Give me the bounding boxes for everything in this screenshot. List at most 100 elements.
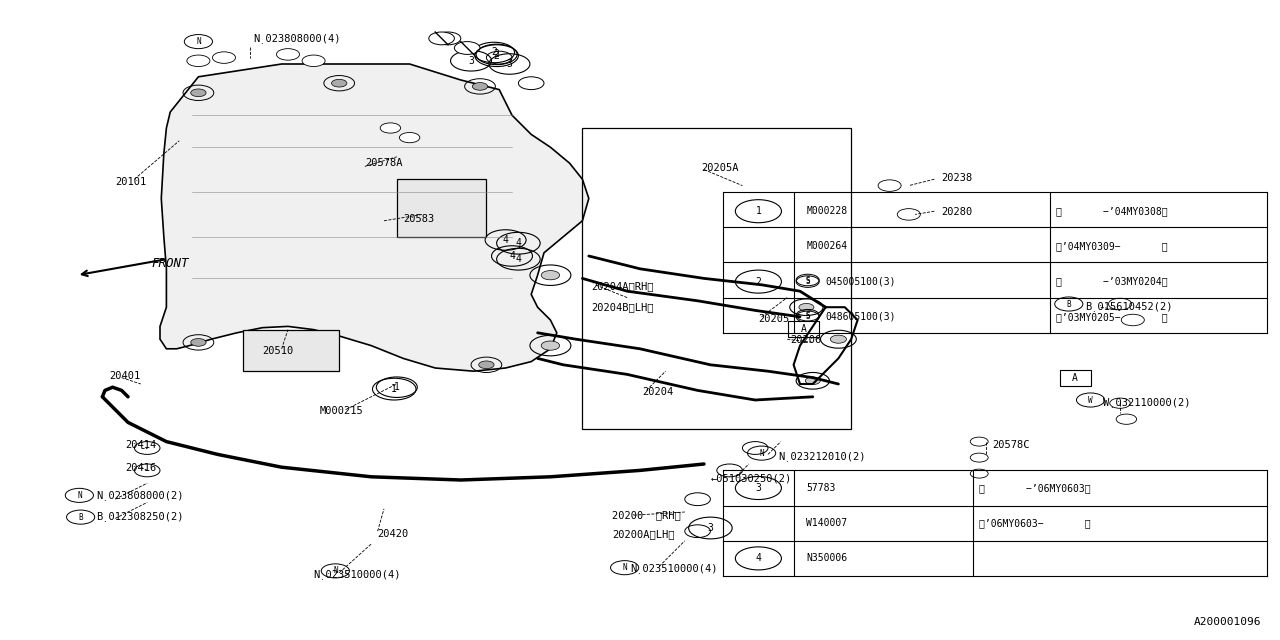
Text: 20206: 20206	[790, 335, 820, 346]
Circle shape	[191, 339, 206, 346]
Text: 2: 2	[494, 49, 499, 60]
Text: 4: 4	[503, 235, 508, 245]
Text: 57783: 57783	[806, 483, 836, 493]
Circle shape	[1121, 314, 1144, 326]
Circle shape	[970, 453, 988, 462]
Circle shape	[454, 42, 480, 54]
Text: 20205A: 20205A	[701, 163, 739, 173]
PathPatch shape	[160, 64, 589, 371]
Text: 2: 2	[755, 276, 762, 287]
Circle shape	[187, 55, 210, 67]
Circle shape	[685, 493, 710, 506]
Text: Ḅ012308250(2): Ḅ012308250(2)	[96, 511, 183, 522]
Circle shape	[742, 442, 768, 454]
Text: 4: 4	[755, 554, 762, 563]
Circle shape	[831, 335, 846, 343]
Text: 20204B〈LH〉: 20204B〈LH〉	[591, 302, 654, 312]
Circle shape	[472, 83, 488, 90]
Text: W140007: W140007	[806, 518, 847, 528]
Text: 20401: 20401	[109, 371, 140, 381]
Text: B: B	[78, 513, 83, 522]
Text: 〈’04MY0309−       〉: 〈’04MY0309− 〉	[1056, 241, 1167, 252]
Text: Ḅ015610452(2): Ḅ015610452(2)	[1085, 301, 1172, 311]
Text: 20200  〈RH〉: 20200 〈RH〉	[612, 510, 681, 520]
Text: 20414: 20414	[125, 440, 156, 450]
Text: 4: 4	[516, 254, 521, 264]
Text: W: W	[1088, 396, 1093, 404]
Text: S: S	[805, 275, 810, 285]
Text: 〈’06MY0603−       〉: 〈’06MY0603− 〉	[979, 518, 1091, 528]
Circle shape	[541, 341, 559, 350]
Text: 20204A〈RH〉: 20204A〈RH〉	[591, 281, 654, 291]
FancyBboxPatch shape	[1060, 370, 1091, 386]
Text: 4: 4	[509, 251, 515, 261]
Text: 20238: 20238	[941, 173, 972, 183]
Text: 20420: 20420	[378, 529, 408, 540]
Text: 20205: 20205	[758, 314, 788, 324]
Text: 〈       −’04MY0308〉: 〈 −’04MY0308〉	[1056, 206, 1167, 216]
Circle shape	[302, 55, 325, 67]
FancyBboxPatch shape	[788, 321, 819, 337]
Text: 20204: 20204	[643, 387, 673, 397]
Text: 048605100(3): 048605100(3)	[826, 312, 896, 322]
Text: M000228: M000228	[806, 206, 847, 216]
Text: 〈       −’03MY0204〉: 〈 −’03MY0204〉	[1056, 276, 1167, 287]
Text: Ṇ023510000(4): Ṇ023510000(4)	[314, 569, 401, 579]
Text: Ṇ023808000(4): Ṇ023808000(4)	[253, 33, 340, 44]
Text: S: S	[805, 310, 810, 320]
Text: B: B	[1066, 300, 1071, 308]
Text: 3: 3	[708, 523, 713, 533]
Text: A: A	[801, 324, 806, 334]
Text: 〈’03MY0205−       〉: 〈’03MY0205− 〉	[1056, 312, 1167, 322]
Circle shape	[1110, 398, 1130, 408]
Circle shape	[399, 132, 420, 143]
Circle shape	[799, 303, 814, 311]
Circle shape	[332, 79, 347, 87]
Text: A: A	[1073, 373, 1078, 383]
Circle shape	[134, 442, 160, 454]
FancyBboxPatch shape	[243, 330, 339, 371]
Circle shape	[134, 464, 160, 477]
Circle shape	[897, 209, 920, 220]
Text: 3: 3	[468, 56, 474, 66]
Text: Ṇ023808000(2): Ṇ023808000(2)	[96, 490, 183, 500]
Text: N: N	[196, 37, 201, 46]
Text: 20200A〈LH〉: 20200A〈LH〉	[612, 529, 675, 540]
Text: 1: 1	[394, 382, 399, 392]
Circle shape	[717, 464, 742, 477]
Text: 20416: 20416	[125, 463, 156, 474]
Text: N: N	[333, 566, 338, 575]
Text: A200001096: A200001096	[1193, 617, 1261, 627]
Circle shape	[970, 469, 988, 478]
Text: 2: 2	[492, 47, 497, 58]
Text: M000215: M000215	[320, 406, 364, 416]
Text: Ẉ032110000(2): Ẉ032110000(2)	[1103, 397, 1190, 407]
Circle shape	[276, 49, 300, 60]
Text: Ṇ023212010(2): Ṇ023212010(2)	[778, 451, 865, 461]
Text: N350006: N350006	[806, 554, 847, 563]
Circle shape	[970, 437, 988, 446]
Circle shape	[518, 77, 544, 90]
Text: 4: 4	[516, 238, 521, 248]
Text: 20510: 20510	[262, 346, 293, 356]
Text: 1: 1	[755, 206, 762, 216]
Circle shape	[1116, 414, 1137, 424]
Circle shape	[805, 377, 820, 385]
Circle shape	[685, 525, 710, 538]
Circle shape	[1108, 298, 1132, 310]
Text: FRONT: FRONT	[151, 257, 188, 270]
Text: 20583: 20583	[403, 214, 434, 224]
Circle shape	[486, 51, 512, 64]
Text: 20101: 20101	[115, 177, 146, 188]
Text: N: N	[77, 491, 82, 500]
Text: M000264: M000264	[806, 241, 847, 252]
Text: ←051030250(2): ←051030250(2)	[710, 474, 791, 484]
Text: N: N	[622, 563, 627, 572]
Circle shape	[380, 123, 401, 133]
Text: 3: 3	[507, 59, 512, 69]
Circle shape	[541, 271, 559, 280]
Circle shape	[878, 180, 901, 191]
Circle shape	[479, 361, 494, 369]
Circle shape	[212, 52, 236, 63]
Text: S: S	[805, 277, 810, 286]
